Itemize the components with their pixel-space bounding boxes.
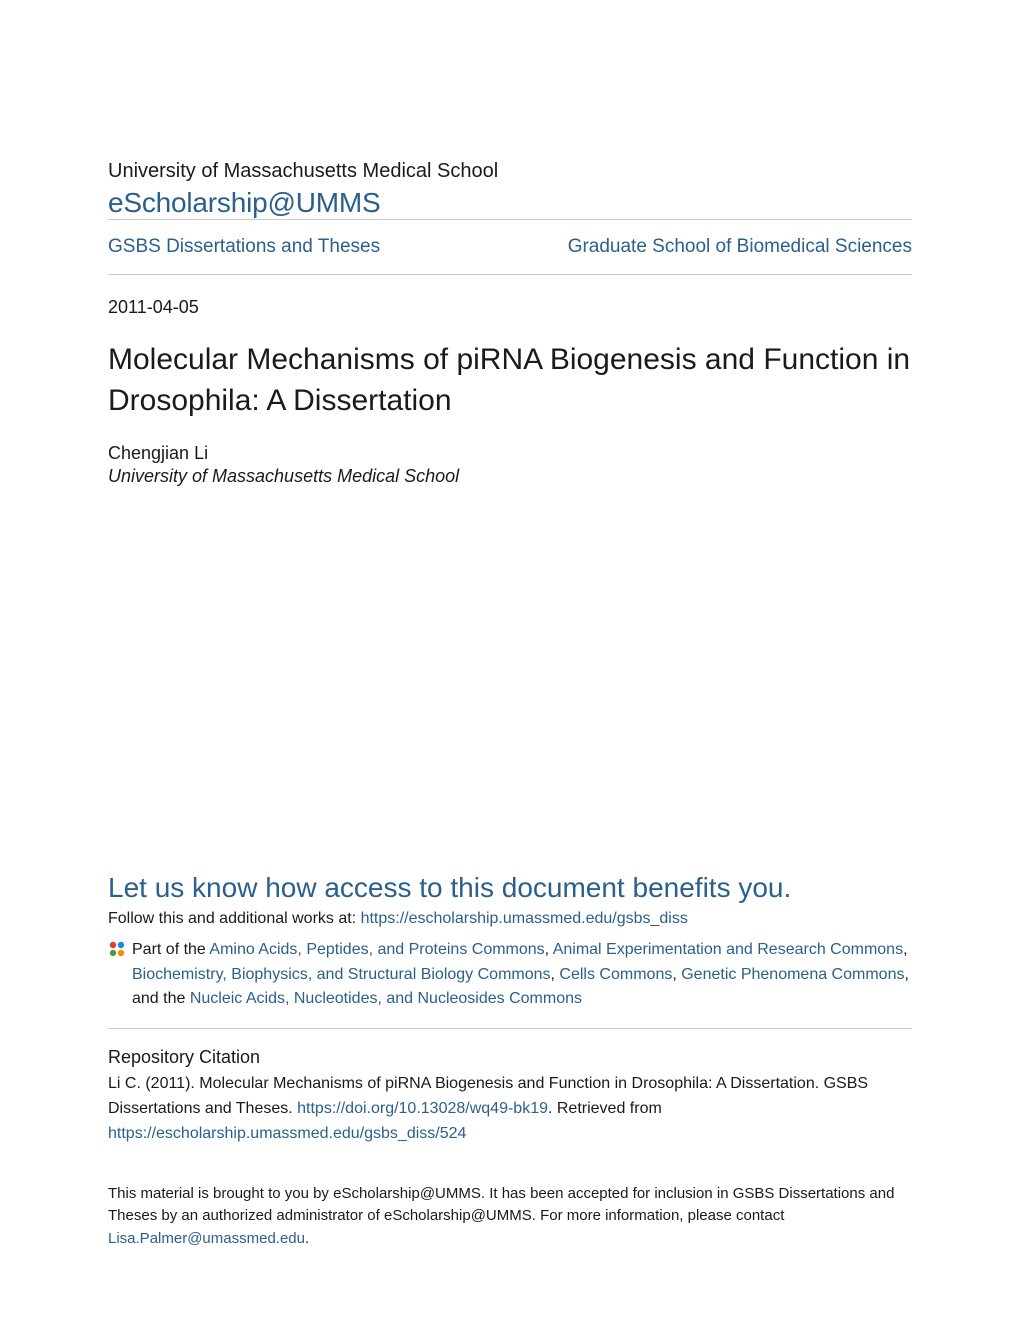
author-affiliation: University of Massachusetts Medical Scho… (108, 466, 912, 487)
network-icon (108, 938, 126, 967)
commons-link[interactable]: Genetic Phenomena Commons (681, 966, 904, 983)
commons-link[interactable]: Biochemistry, Biophysics, and Structural… (132, 966, 551, 983)
commons-text: Part of the Amino Acids, Peptides, and P… (132, 938, 912, 1012)
citation-heading: Repository Citation (108, 1047, 912, 1068)
commons-sep: , (672, 966, 681, 983)
footer-note: This material is brought to you by eScho… (108, 1183, 912, 1251)
footer-text-post: . (305, 1230, 309, 1247)
follow-text: Follow this and additional works at: htt… (108, 910, 912, 928)
commons-link[interactable]: Animal Experimentation and Research Comm… (553, 941, 903, 958)
repository-name-link[interactable]: eScholarship@UMMS (108, 187, 380, 218)
commons-link[interactable]: Nucleic Acids, Nucleotides, and Nucleosi… (190, 990, 582, 1007)
doi-link[interactable]: https://doi.org/10.13028/wq49-bk19 (297, 1100, 548, 1117)
publication-date: 2011-04-05 (108, 297, 912, 318)
school-link[interactable]: Graduate School of Biomedical Sciences (568, 236, 912, 258)
author-block: Chengjian Li University of Massachusetts… (108, 443, 912, 487)
page-root: University of Massachusetts Medical Scho… (108, 160, 912, 1250)
author-name: Chengjian Li (108, 443, 912, 464)
divider-nav (108, 274, 912, 275)
divider-citation (108, 1028, 912, 1029)
document-title: Molecular Mechanisms of piRNA Biogenesis… (108, 340, 912, 421)
institution-name: University of Massachusetts Medical Scho… (108, 160, 912, 183)
part-of-prefix: Part of the (132, 941, 209, 958)
header-block: University of Massachusetts Medical Scho… (108, 160, 912, 219)
commons-block: Part of the Amino Acids, Peptides, and P… (108, 938, 912, 1012)
commons-sep: , (903, 941, 907, 958)
retrieved-url-link[interactable]: https://escholarship.umassmed.edu/gsbs_d… (108, 1125, 466, 1142)
commons-link[interactable]: Amino Acids, Peptides, and Proteins Comm… (209, 941, 544, 958)
contact-email-link[interactable]: Lisa.Palmer@umassmed.edu (108, 1230, 305, 1247)
benefits-link[interactable]: Let us know how access to this document … (108, 872, 912, 904)
breadcrumb-row: GSBS Dissertations and Theses Graduate S… (108, 220, 912, 274)
citation-body: Li C. (2011). Molecular Mechanisms of pi… (108, 1072, 912, 1146)
follow-url-link[interactable]: https://escholarship.umassmed.edu/gsbs_d… (361, 910, 688, 927)
follow-prefix: Follow this and additional works at: (108, 910, 361, 927)
footer-text-pre: This material is brought to you by eScho… (108, 1185, 894, 1225)
vertical-spacer (108, 487, 912, 872)
citation-text-mid: . Retrieved from (548, 1100, 662, 1117)
commons-link[interactable]: Cells Commons (559, 966, 672, 983)
commons-sep: , (545, 941, 553, 958)
collection-link[interactable]: GSBS Dissertations and Theses (108, 236, 380, 258)
